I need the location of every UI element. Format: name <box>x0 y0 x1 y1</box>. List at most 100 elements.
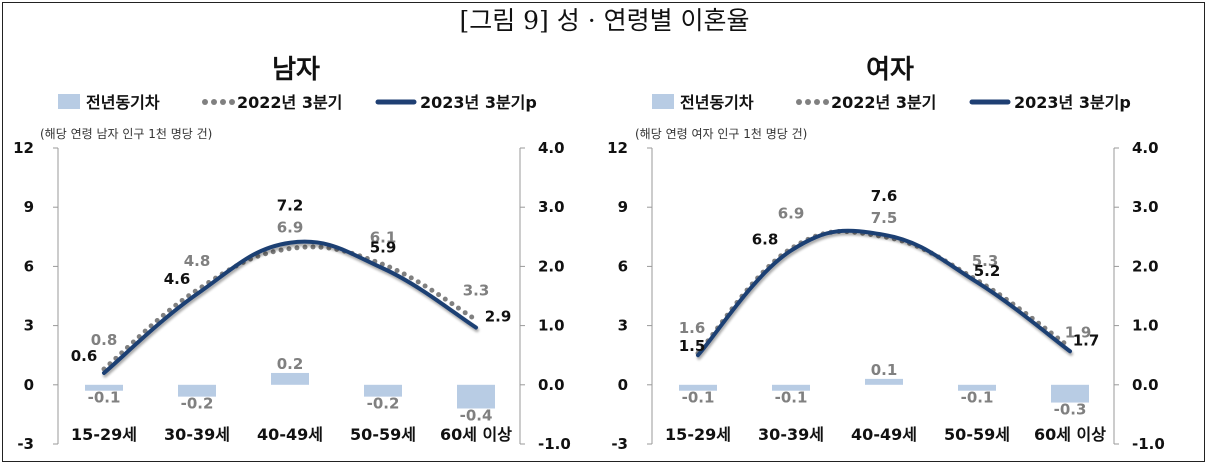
chart1-legend-dot-swatch <box>202 99 208 105</box>
chart2-y-tick-label-left: -3 <box>611 435 628 453</box>
chart1-bar <box>364 384 402 397</box>
chart2-legend-dot-swatch <box>805 99 811 105</box>
chart2-category-label: 30-39세 <box>758 425 824 444</box>
chart2-unit-note: (해당 연령 여자 인구 1천 명당 건) <box>635 126 807 141</box>
chart2-legend-label-2022: 2022년 3분기 <box>831 93 936 112</box>
chart2-y-tick-label-right: -1.0 <box>1132 435 1165 453</box>
chart1-unit-note: (해당 연령 남자 인구 1천 명당 건) <box>40 126 212 141</box>
chart1-y-tick-label-left: -3 <box>17 435 34 453</box>
chart2-y-tick-label-right: 1.0 <box>1132 317 1159 335</box>
chart2-bar-label: 0.1 <box>871 361 898 379</box>
chart1-label-2022: 6.9 <box>277 219 304 237</box>
chart1-legend-dot-swatch <box>229 99 235 105</box>
chart2-y-tick-label-right: 2.0 <box>1132 257 1159 275</box>
chart2-label-2022: 1.9 <box>1065 323 1092 341</box>
chart1-category-label: 60세 이상 <box>440 425 512 444</box>
chart2-legend-dot-swatch <box>814 99 820 105</box>
chart2-label-2023: 1.7 <box>1073 331 1100 349</box>
chart1-label-2023: 4.6 <box>164 270 191 288</box>
chart2-label-2023: 7.6 <box>871 187 898 205</box>
chart2-label-2022: 7.5 <box>871 209 898 227</box>
chart1-y-tick-label-left: 3 <box>24 317 34 335</box>
chart1-category-label: 40-49세 <box>257 425 323 444</box>
chart1-bar <box>178 384 216 397</box>
chart2-bar <box>958 384 996 391</box>
chart1-label-2023: 2.9 <box>485 308 512 326</box>
chart2-legend-dot-swatch <box>796 99 802 105</box>
chart2-label-2022: 5.3 <box>972 252 999 270</box>
chart2-title: 여자 <box>866 55 914 85</box>
chart2-bar <box>865 378 903 385</box>
chart1-category-label: 15-29세 <box>71 425 137 444</box>
chart1-bar-label: 0.2 <box>277 355 304 373</box>
chart1-category-label: 50-59세 <box>350 425 416 444</box>
chart2-legend-label-2023: 2023년 3분기p <box>1014 93 1131 112</box>
chart2-label-2023: 6.8 <box>752 231 779 249</box>
chart2-y-tick-label-left: 0 <box>618 376 628 394</box>
chart1-y-tick-label-right: 0.0 <box>538 376 565 394</box>
chart2-y-tick-label-right: 0.0 <box>1132 376 1159 394</box>
chart2-y-tick-label-right: 3.0 <box>1132 198 1159 216</box>
chart1-title: 남자 <box>272 55 320 85</box>
chart1-legend-bar-swatch <box>58 94 80 109</box>
chart2-legend-dot-swatch <box>823 99 829 105</box>
chart1-y-tick-label-right: 4.0 <box>538 139 565 157</box>
chart1-y-tick-label-right: 1.0 <box>538 317 565 335</box>
chart1-y-tick-label-left: 9 <box>24 198 34 216</box>
chart1-category-label: 30-39세 <box>164 425 230 444</box>
chart2-y-tick-label-left: 3 <box>618 317 628 335</box>
chart2-bar <box>679 384 717 391</box>
chart1-y-tick-label-right: -1.0 <box>538 435 571 453</box>
chart1-bar-label: -0.1 <box>88 389 121 407</box>
chart2-bar <box>772 384 810 391</box>
chart1-legend-dot-swatch <box>220 99 226 105</box>
chart1-legend-label-2023: 2023년 3분기p <box>420 93 537 112</box>
chart1-label-2022: 4.8 <box>184 252 211 270</box>
chart1-y-tick-label-right: 3.0 <box>538 198 565 216</box>
chart2-category-label: 40-49세 <box>851 425 917 444</box>
chart2-category-label: 60세 이상 <box>1034 425 1106 444</box>
chart1-label-2022: 3.3 <box>463 282 490 300</box>
chart1-bar <box>271 372 309 385</box>
chart1-bar-label: -0.4 <box>460 406 493 424</box>
chart1-legend-label-2022: 2022년 3분기 <box>237 93 342 112</box>
chart1-bar <box>85 384 123 391</box>
chart2-category-label: 50-59세 <box>944 425 1010 444</box>
chart2-bar-label: -0.1 <box>775 389 808 407</box>
chart2-label-2023: 5.2 <box>974 262 1001 280</box>
chart1-legend-dot-swatch <box>211 99 217 105</box>
chart1-y-tick-label-left: 0 <box>24 376 34 394</box>
chart2-bar-label: -0.1 <box>961 389 994 407</box>
chart2-label-2023: 1.5 <box>679 337 706 355</box>
chart2-bar-label: -0.3 <box>1054 401 1087 419</box>
chart2-bar <box>1051 384 1089 403</box>
chart1-label-2022: 0.8 <box>91 331 118 349</box>
chart1-label-2023: 7.2 <box>277 197 304 215</box>
chart2-y-tick-label-right: 4.0 <box>1132 139 1159 157</box>
chart2-label-2022: 6.9 <box>778 205 805 223</box>
chart1-bar <box>457 384 495 409</box>
chart1-line-2023 <box>102 239 478 375</box>
chart2-y-tick-label-left: 9 <box>618 198 628 216</box>
chart2-y-tick-label-left: 6 <box>618 257 628 275</box>
chart1-bar-label: -0.2 <box>181 395 214 413</box>
chart1-legend-label-bar: 전년동기차 <box>86 93 160 112</box>
chart2-y-tick-label-left: 12 <box>607 139 628 157</box>
chart1-label-2022: 6.1 <box>370 228 397 246</box>
chart1-bar-label: -0.2 <box>367 395 400 413</box>
chart2-line-2023 <box>696 228 1072 358</box>
chart1-y-tick-label-left: 12 <box>13 139 34 157</box>
chart2-bar-label: -0.1 <box>682 389 715 407</box>
chart2-legend-bar-swatch <box>652 94 674 109</box>
chart1-line-2022 <box>101 244 479 372</box>
chart2-label-2022: 1.6 <box>679 319 706 337</box>
chart1-label-2023: 5.9 <box>370 238 397 256</box>
chart2-category-label: 15-29세 <box>665 425 731 444</box>
chart2-legend-label-bar: 전년동기차 <box>680 93 754 112</box>
figure-title: [그림 9] 성 · 연령별 이혼율 <box>459 6 750 35</box>
chart1-y-tick-label-left: 6 <box>24 257 34 275</box>
chart2-line-2022 <box>695 228 1073 356</box>
chart1-y-tick-label-right: 2.0 <box>538 257 565 275</box>
